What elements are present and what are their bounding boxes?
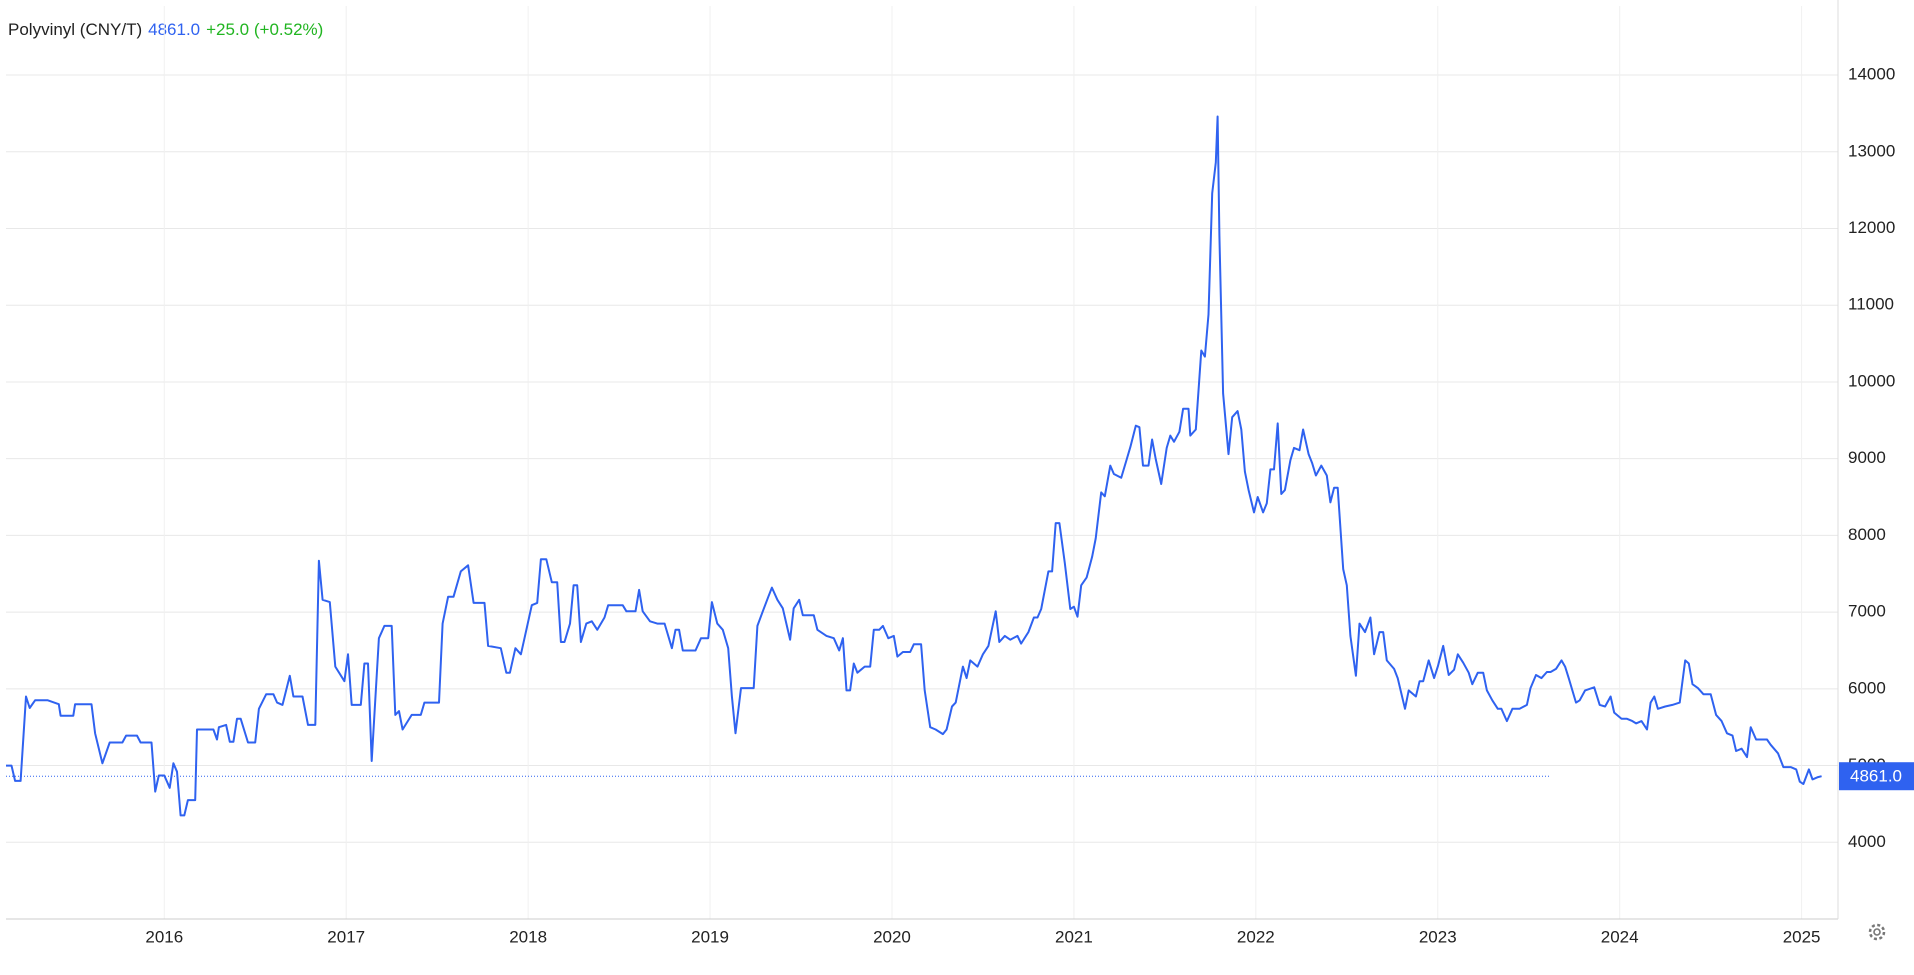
y-tick-label: 9000 xyxy=(1848,448,1886,467)
y-tick-label: 13000 xyxy=(1848,141,1895,160)
y-tick-label: 7000 xyxy=(1848,602,1886,621)
x-tick-label: 2021 xyxy=(1055,927,1093,946)
y-tick-label: 6000 xyxy=(1848,678,1886,697)
current-price-box xyxy=(1839,762,1914,791)
x-tick-label: 2023 xyxy=(1419,927,1457,946)
x-tick-label: 2024 xyxy=(1601,927,1639,946)
chart-title: Polyvinyl (CNY/T) xyxy=(8,20,143,39)
x-tick-label: 2017 xyxy=(327,927,365,946)
current-price-label: 4861.0 xyxy=(1850,767,1902,786)
y-tick-label: 4000 xyxy=(1848,832,1886,851)
price-change: +25.0 (+0.52%) xyxy=(206,20,324,39)
y-tick-label: 14000 xyxy=(1848,65,1895,84)
y-tick-label: 8000 xyxy=(1848,525,1886,544)
x-tick-label: 2025 xyxy=(1783,927,1821,946)
x-tick-label: 2016 xyxy=(145,927,183,946)
price-line xyxy=(6,115,1822,817)
y-tick-label: 10000 xyxy=(1848,371,1895,390)
x-tick-label: 2022 xyxy=(1237,927,1275,946)
price: 4861.0 xyxy=(148,20,201,39)
x-tick-label: 2019 xyxy=(691,927,729,946)
y-tick-label: 11000 xyxy=(1848,295,1894,314)
gear-hub xyxy=(1873,928,1881,936)
gear-teeth xyxy=(1868,923,1886,941)
settings-button[interactable] xyxy=(1868,923,1886,941)
y-tick-label: 12000 xyxy=(1848,218,1895,237)
header: Polyvinyl (CNY/T) 4861.0 +25.0 (+0.52%) xyxy=(8,20,329,40)
x-tick-label: 2020 xyxy=(873,927,911,946)
x-tick-label: 2018 xyxy=(509,927,547,946)
